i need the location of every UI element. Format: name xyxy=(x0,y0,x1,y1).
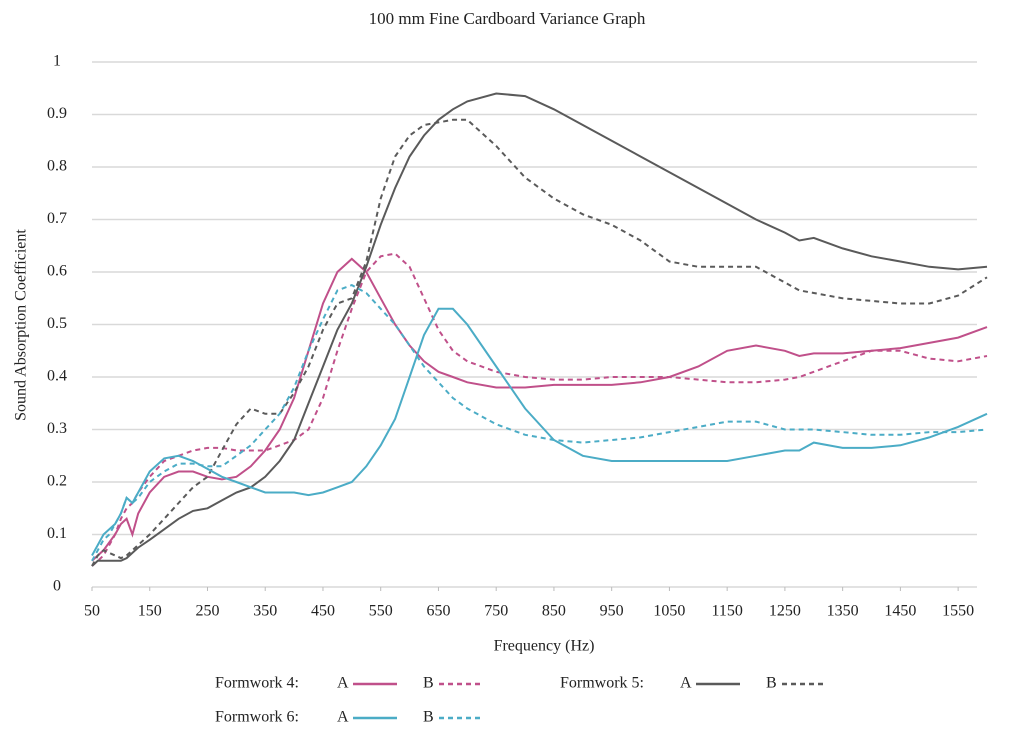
legend-group-label: Formwork 6: xyxy=(215,709,299,726)
legend-label: A xyxy=(337,709,349,726)
y-tick-label: 0 xyxy=(53,578,61,595)
x-tick-label: 1250 xyxy=(769,603,801,620)
y-tick-label: 0.4 xyxy=(47,368,67,385)
x-tick-label: 1450 xyxy=(884,603,916,620)
legend-group-label: Formwork 4: xyxy=(215,675,299,692)
y-tick-label: 1 xyxy=(53,53,61,70)
y-tick-label: 0.1 xyxy=(47,525,67,542)
y-tick-label: 0.8 xyxy=(47,158,67,175)
y-tick-label: 0.9 xyxy=(47,105,67,122)
x-axis-label: Frequency (Hz) xyxy=(494,638,595,655)
legend-label: A xyxy=(337,675,349,692)
legend-label: B xyxy=(423,709,434,726)
x-tick-label: 1350 xyxy=(827,603,859,620)
y-tick-label: 0.6 xyxy=(47,263,67,280)
series-line xyxy=(91,284,988,562)
series-line xyxy=(91,118,988,567)
legend-group-label: Formwork 5: xyxy=(560,675,644,692)
x-tick-label: 1550 xyxy=(942,603,974,620)
y-axis-label: Sound Absorption Coefficient xyxy=(13,229,30,421)
x-tick-label: 250 xyxy=(195,603,219,620)
x-tick-label: 650 xyxy=(426,603,450,620)
y-tick-label: 0.5 xyxy=(47,315,67,332)
series-line xyxy=(91,307,988,556)
x-tick-label: 1150 xyxy=(711,603,742,620)
x-tick-label: 350 xyxy=(253,603,277,620)
x-tick-label: 50 xyxy=(84,603,100,620)
chart-title: 100 mm Fine Cardboard Variance Graph xyxy=(369,9,646,28)
x-tick-label: 850 xyxy=(542,603,566,620)
series-line xyxy=(91,92,988,567)
x-tick-label: 450 xyxy=(311,603,335,620)
x-tick-label: 150 xyxy=(138,603,162,620)
y-tick-label: 0.7 xyxy=(47,210,67,227)
legend-label: B xyxy=(766,675,777,692)
series-line xyxy=(91,257,988,562)
x-tick-label: 550 xyxy=(369,603,393,620)
legend-label: B xyxy=(423,675,434,692)
y-tick-label: 0.2 xyxy=(47,473,67,490)
y-tick-label: 0.3 xyxy=(47,420,67,437)
x-tick-label: 750 xyxy=(484,603,508,620)
legend-label: A xyxy=(680,675,692,692)
series-line xyxy=(91,252,988,567)
x-tick-label: 950 xyxy=(600,603,624,620)
x-tick-label: 1050 xyxy=(653,603,685,620)
